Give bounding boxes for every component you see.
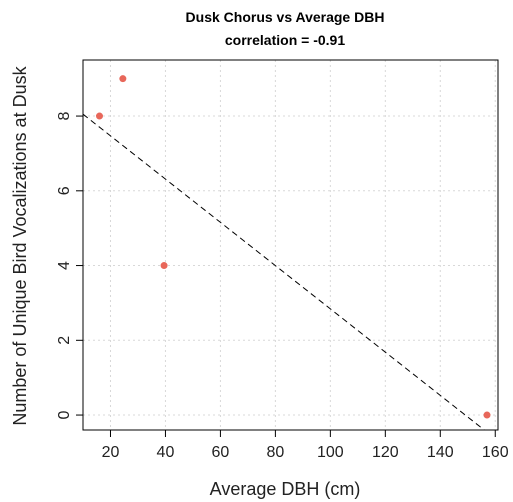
x-tick-label: 60 xyxy=(212,444,230,461)
x-tick-label: 140 xyxy=(427,444,454,461)
gridlines xyxy=(83,60,498,430)
chart-title: Dusk Chorus vs Average DBH xyxy=(186,9,385,25)
x-tick-label: 80 xyxy=(266,444,284,461)
plot-area-border xyxy=(82,59,499,431)
x-axis-label: Average DBH (cm) xyxy=(210,479,361,499)
x-tick-label: 160 xyxy=(482,444,509,461)
y-tick-label: 4 xyxy=(56,261,73,270)
y-tick-label: 2 xyxy=(56,336,73,345)
x-axis-ticks: 20 40 60 80 100 120 140 160 xyxy=(102,430,509,461)
chart-subtitle: correlation = -0.91 xyxy=(225,32,345,48)
y-axis-ticks: 0 2 4 6 8 xyxy=(56,112,83,420)
data-point xyxy=(483,411,491,419)
y-tick-label: 0 xyxy=(56,411,73,420)
x-tick-label: 100 xyxy=(317,444,344,461)
data-point xyxy=(119,75,127,83)
data-points xyxy=(95,75,491,419)
x-tick-label: 120 xyxy=(372,444,399,461)
x-tick-label: 40 xyxy=(157,444,175,461)
data-point xyxy=(160,262,168,270)
data-point xyxy=(95,112,103,120)
trendline xyxy=(82,113,485,431)
y-axis-label: Number of Unique Bird Vocalizations at D… xyxy=(10,65,30,425)
y-tick-label: 8 xyxy=(56,112,73,121)
y-tick-label: 6 xyxy=(56,186,73,195)
x-tick-label: 20 xyxy=(102,444,120,461)
